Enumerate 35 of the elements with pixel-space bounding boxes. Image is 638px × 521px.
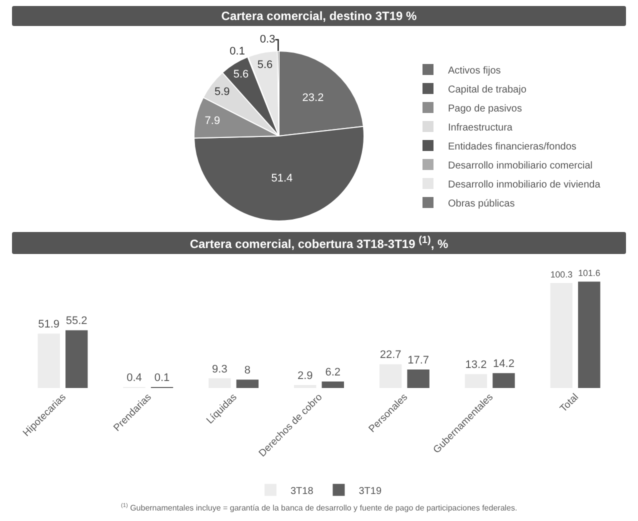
- data-label: 100.3: [550, 270, 573, 280]
- legend-label: Capital de trabajo: [448, 84, 527, 96]
- data-label: 13.2: [465, 359, 487, 372]
- data-label: 0.3: [260, 34, 276, 46]
- legend-label: Obras públicas: [448, 198, 515, 210]
- data-label: 7.9: [204, 114, 220, 127]
- data-label: 0.1: [154, 372, 170, 384]
- legend-label: 3T18: [290, 486, 314, 497]
- legend-label: Desarrollo inmobiliario comercial: [448, 160, 592, 172]
- data-label: 5.6: [233, 68, 249, 80]
- data-label: 101.6: [578, 268, 600, 278]
- data-label: 5.9: [214, 86, 230, 98]
- data-label: 51.4: [271, 172, 293, 184]
- legend-label: Entidades financieras/fondos: [448, 141, 576, 152]
- legend-label: Infraestructura: [448, 122, 513, 134]
- data-label: 23.2: [302, 92, 324, 104]
- data-label: 17.7: [408, 354, 430, 366]
- chart-title: Cartera comercial, destino 3T19 %: [12, 6, 626, 26]
- chart-title: Cartera comercial, cobertura 3T18-3T19 $^{(1)}$, %: [12, 232, 626, 254]
- data-label: 6.2: [325, 366, 341, 379]
- text: $^{(1)}$ Gubernamentales incluye = garantía de la banca de desarrollo y fuente de pago de participaciones federales.: [121, 502, 518, 512]
- data-label: 9.3: [212, 363, 228, 376]
- data-label: 55.2: [66, 315, 88, 328]
- data-label: 2.9: [297, 370, 313, 382]
- legend-label: Desarrollo inmobiliario de vivienda: [448, 179, 601, 190]
- data-label: 8: [244, 364, 251, 377]
- data-label: 22.7: [380, 349, 402, 362]
- data-label: 0.1: [230, 46, 245, 58]
- data-label: 14.2: [493, 358, 514, 370]
- legend-label: Activos fijos: [448, 65, 501, 76]
- legend-label: 3T19: [358, 486, 382, 497]
- data-label: 0.4: [126, 372, 142, 384]
- data-label: 5.6: [257, 59, 273, 72]
- legend-label: Pago de pasivos: [448, 103, 522, 114]
- data-label: 51.9: [38, 318, 60, 331]
